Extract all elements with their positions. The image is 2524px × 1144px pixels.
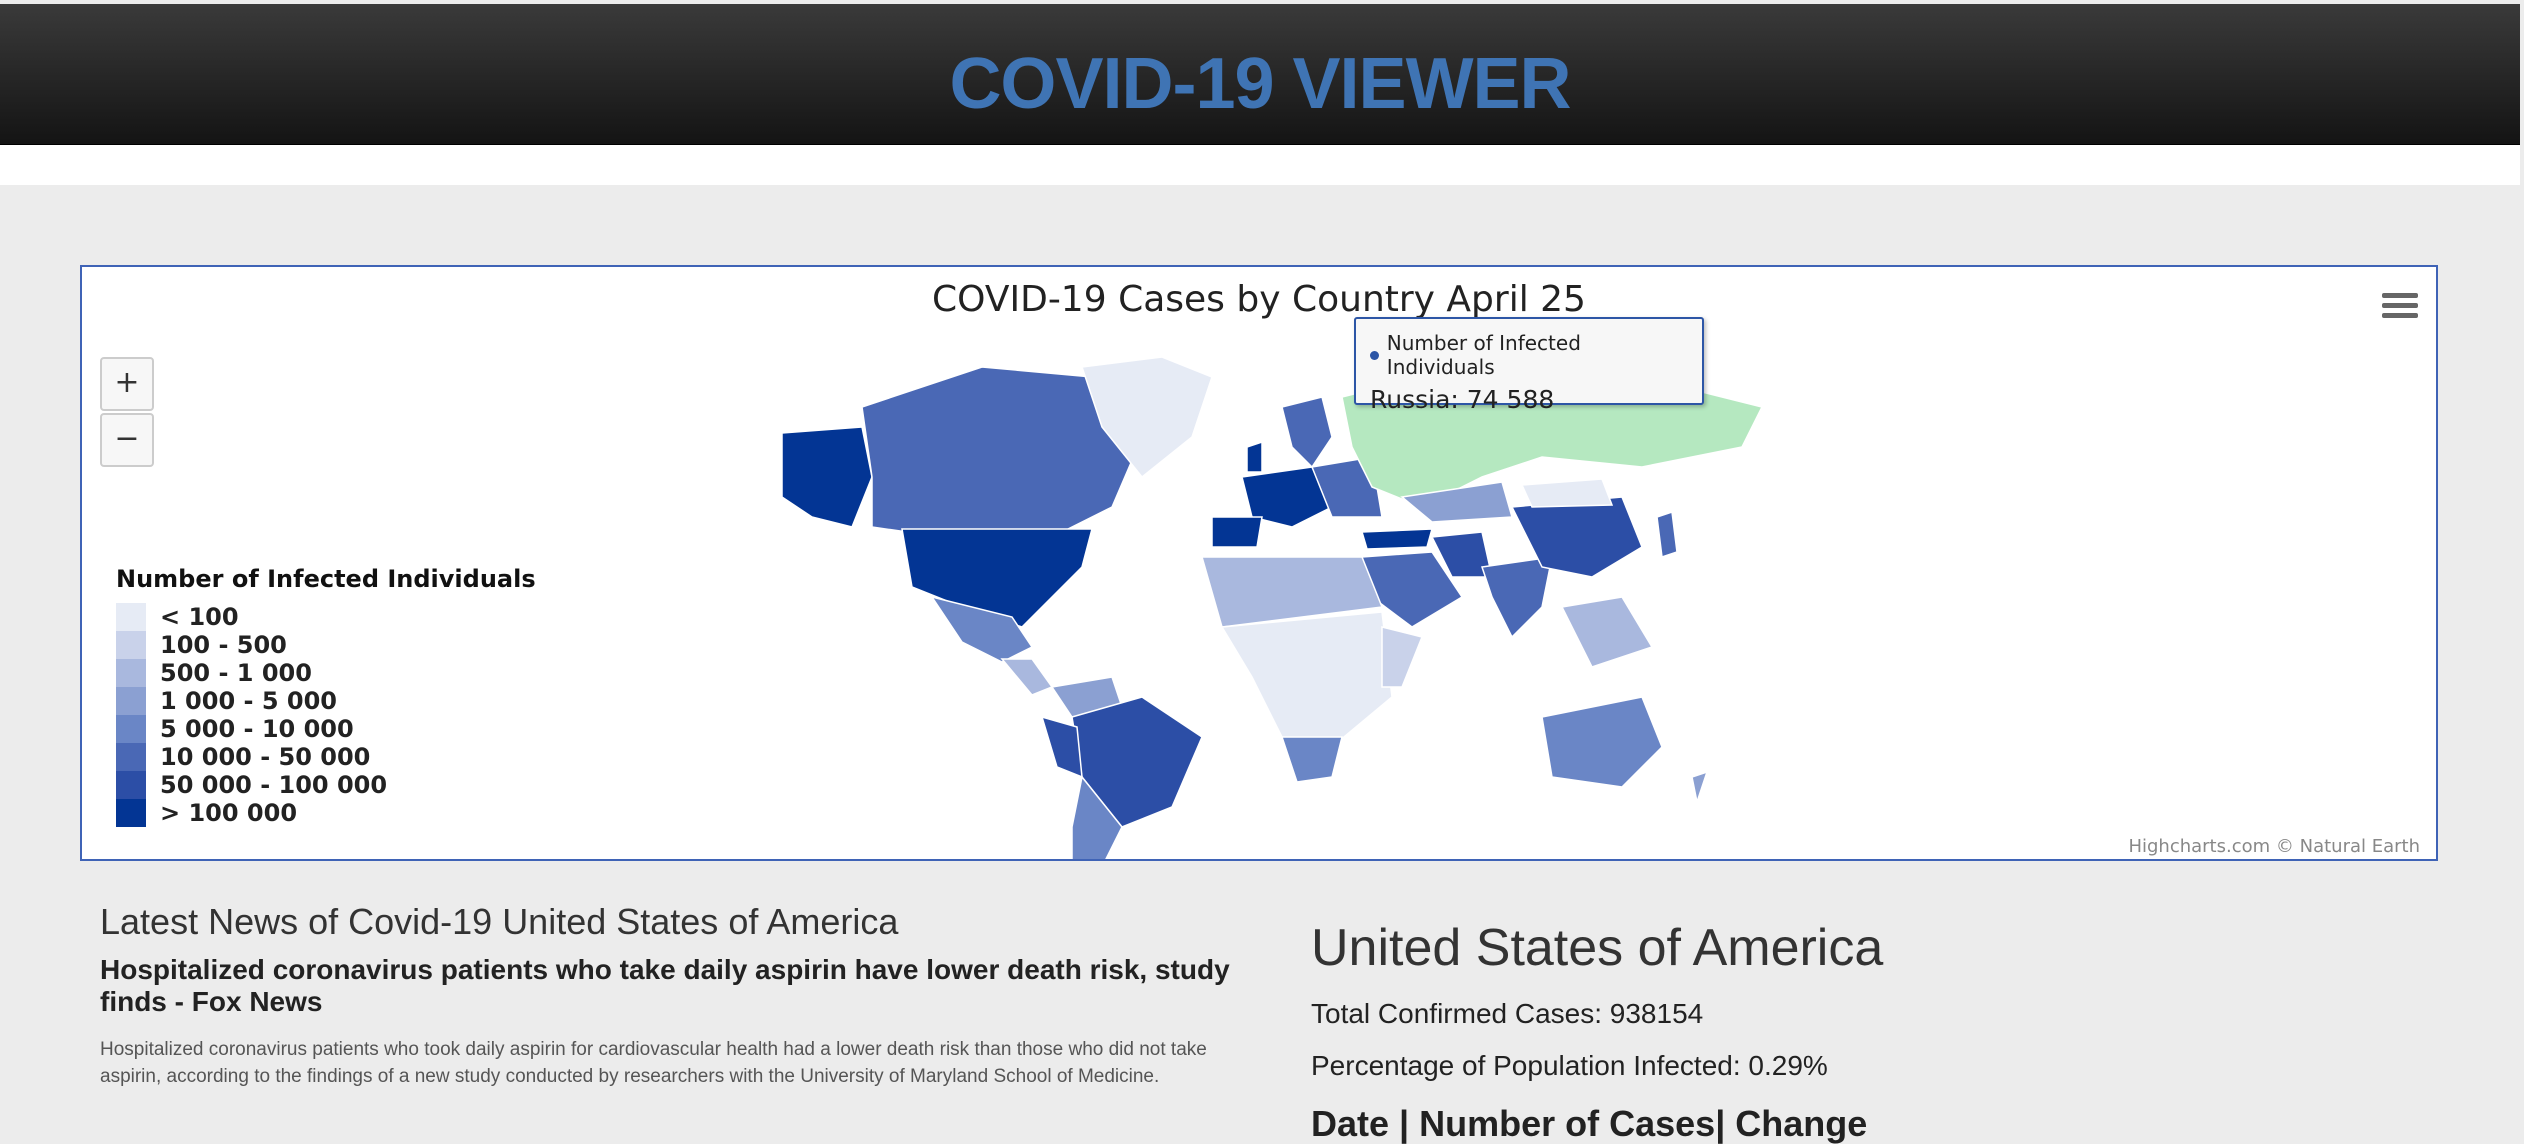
country-mongolia	[1520, 478, 1614, 508]
country-name: United States of America	[1311, 919, 1884, 977]
country-iberia	[1211, 516, 1263, 548]
country-australia	[1541, 696, 1663, 788]
legend-item[interactable]: 500 - 1 000	[116, 659, 536, 687]
legend-label: 50 000 - 100 000	[160, 771, 388, 799]
map-legend: Number of Infected Individuals < 100 100…	[116, 565, 536, 827]
page-title: COVID-19 VIEWER	[949, 44, 1571, 124]
percent-infected: Percentage of Population Infected: 0.29%	[1311, 1050, 1828, 1081]
country-kazakhstan	[1400, 481, 1513, 523]
map-title: COVID-19 Cases by Country April 25	[932, 279, 1586, 320]
menu-icon-bar	[2382, 313, 2418, 318]
legend-label: 5 000 - 10 000	[160, 715, 354, 743]
legend-swatch	[116, 799, 146, 827]
country-peru	[1040, 715, 1083, 779]
legend-swatch	[116, 631, 146, 659]
country-japan	[1656, 510, 1678, 559]
tooltip-series: Number of Infected Individuals	[1370, 331, 1688, 379]
legend-swatch	[116, 659, 146, 687]
legend-label: 10 000 - 50 000	[160, 743, 371, 771]
country-stats: United States of America Total Confirmed…	[1311, 918, 1883, 1144]
news-headline-link[interactable]: Hospitalized coronavirus patients who ta…	[100, 954, 1230, 1017]
zoom-in-button[interactable]: +	[100, 357, 154, 411]
legend-item[interactable]: 1 000 - 5 000	[116, 687, 536, 715]
legend-item[interactable]: > 100 000	[116, 799, 536, 827]
legend-item[interactable]: 5 000 - 10 000	[116, 715, 536, 743]
series-dot-icon	[1370, 350, 1379, 360]
country-scandinavia	[1281, 396, 1333, 469]
legend-title: Number of Infected Individuals	[116, 565, 536, 593]
legend-item[interactable]: < 100	[116, 603, 536, 631]
country-southeast-asia	[1560, 596, 1654, 668]
map-credits[interactable]: Highcharts.com © Natural Earth	[2128, 836, 2420, 857]
zoom-out-button[interactable]: −	[100, 413, 154, 467]
cases-table-header: Date | Number of Cases| Change	[1311, 1103, 1868, 1144]
legend-label: > 100 000	[160, 799, 298, 827]
legend-label: 500 - 1 000	[160, 659, 312, 687]
legend-label: 100 - 500	[160, 631, 287, 659]
country-central-africa	[1220, 611, 1393, 748]
country-western-europe	[1241, 466, 1334, 528]
map-chart[interactable]: COVID-19 Cases by Country April 25 + − N…	[80, 265, 2438, 861]
legend-label: 1 000 - 5 000	[160, 687, 337, 715]
country-southern-africa	[1280, 736, 1343, 783]
tooltip-series-name: Number of Infected Individuals	[1386, 331, 1581, 379]
total-cases: Total Confirmed Cases: 938154	[1311, 998, 1704, 1029]
country-canada	[861, 366, 1143, 538]
country-argentina	[1071, 775, 1123, 859]
map-tooltip: Number of Infected Individuals Russia: 7…	[1354, 317, 1704, 414]
country-alaska	[781, 426, 873, 528]
legend-item[interactable]: 10 000 - 50 000	[116, 743, 536, 771]
app-header: COVID-19 VIEWER	[0, 4, 2520, 146]
news-section: Latest News of Covid-19 United States of…	[100, 900, 1230, 1090]
news-summary: Hospitalized coronavirus patients who to…	[100, 1039, 1207, 1087]
tooltip-value: Russia: 74 588	[1370, 385, 1555, 414]
legend-swatch	[116, 743, 146, 771]
legend-swatch	[116, 603, 146, 631]
menu-icon-bar	[2382, 303, 2418, 308]
country-north-africa	[1201, 556, 1384, 628]
legend-item[interactable]: 50 000 - 100 000	[116, 771, 536, 799]
header-spacer	[0, 145, 2520, 185]
country-mexico	[930, 595, 1034, 663]
legend-label: < 100	[160, 603, 239, 631]
country-new-zealand	[1691, 770, 1709, 805]
country-uk	[1246, 440, 1263, 473]
country-turkey	[1361, 528, 1433, 550]
country-east-africa	[1381, 626, 1424, 688]
legend-item[interactable]: 100 - 500	[116, 631, 536, 659]
country-greenland	[1080, 356, 1213, 479]
news-heading: Latest News of Covid-19 United States of…	[100, 901, 899, 942]
country-india	[1481, 556, 1553, 639]
legend-swatch	[116, 715, 146, 743]
country-usa	[901, 528, 1093, 628]
menu-icon-bar	[2382, 293, 2418, 298]
legend-swatch	[116, 771, 146, 799]
country-central-america	[1000, 658, 1054, 696]
chart-menu-button[interactable]	[2382, 293, 2418, 323]
legend-swatch	[116, 687, 146, 715]
